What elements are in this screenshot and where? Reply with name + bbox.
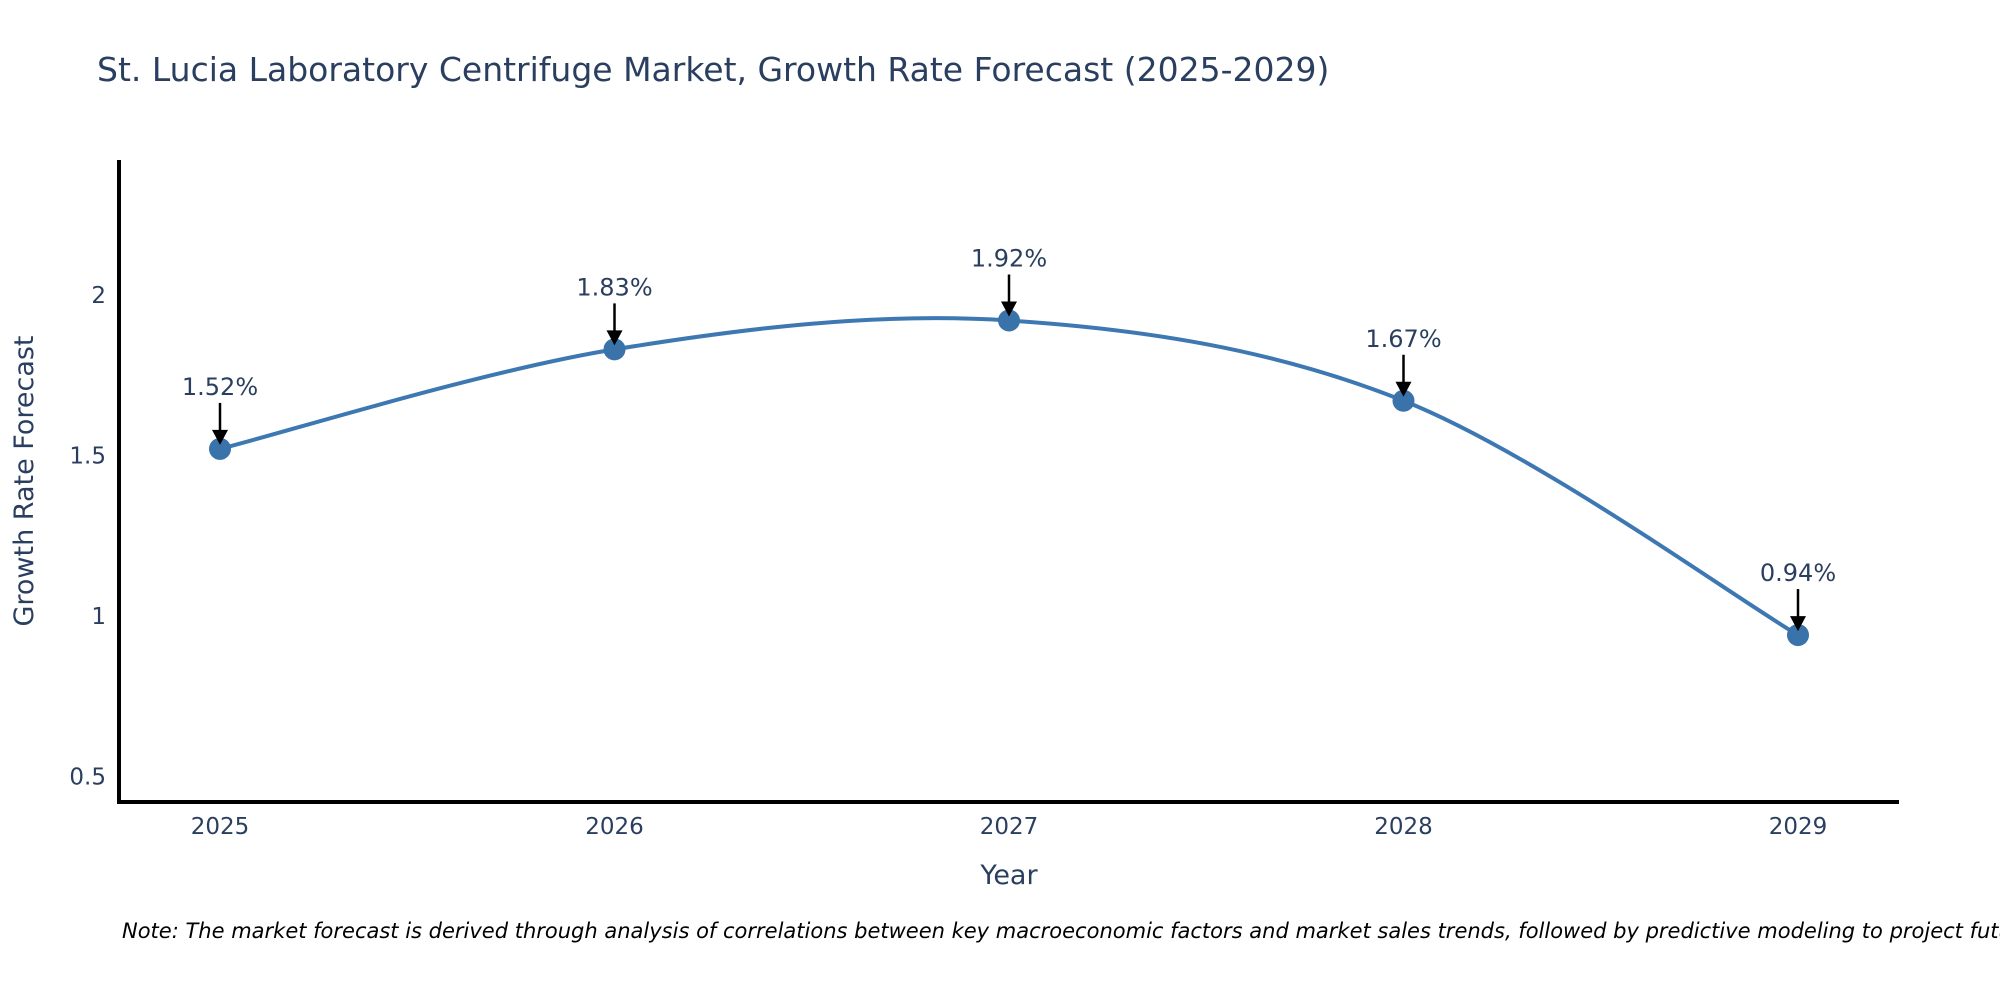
data-point-marker <box>209 437 231 460</box>
annotation-arrowhead <box>1001 301 1017 317</box>
x-tick-label: 2025 <box>191 814 250 840</box>
point-value-label: 1.67% <box>1365 325 1441 353</box>
footnote: Note: The market forecast is derived thr… <box>122 919 2000 943</box>
y-axis-title: Growth Rate Forecast <box>9 335 40 626</box>
x-tick-label: 2027 <box>980 814 1039 840</box>
x-tick-label: 2026 <box>585 814 644 840</box>
x-tick-label: 2029 <box>1769 814 1828 840</box>
annotation-arrowhead <box>1790 616 1806 632</box>
x-axis-title: Year <box>979 860 1038 891</box>
data-point-marker <box>1392 389 1415 412</box>
y-tick-label: 0.5 <box>69 764 106 790</box>
data-point-marker <box>998 309 1020 332</box>
annotation-arrowhead <box>606 330 623 346</box>
annotation-arrowhead <box>1395 381 1412 397</box>
forecast-line <box>219 316 1800 637</box>
point-value-label: 1.92% <box>971 245 1047 273</box>
data-point-marker <box>603 338 626 361</box>
point-value-label: 1.52% <box>182 373 258 401</box>
point-value-label: 1.83% <box>576 273 652 301</box>
chart-title: St. Lucia Laboratory Centrifuge Market, … <box>97 50 1330 89</box>
y-tick-label: 1.5 <box>69 443 106 469</box>
point-value-label: 0.94% <box>1760 559 1836 587</box>
data-point-marker <box>1787 624 1809 647</box>
axis-lines <box>117 160 1899 804</box>
annotation-arrowhead <box>212 429 228 445</box>
y-tick-label: 2 <box>91 283 106 309</box>
x-tick-label: 2028 <box>1374 814 1433 840</box>
y-tick-label: 1 <box>91 604 106 630</box>
